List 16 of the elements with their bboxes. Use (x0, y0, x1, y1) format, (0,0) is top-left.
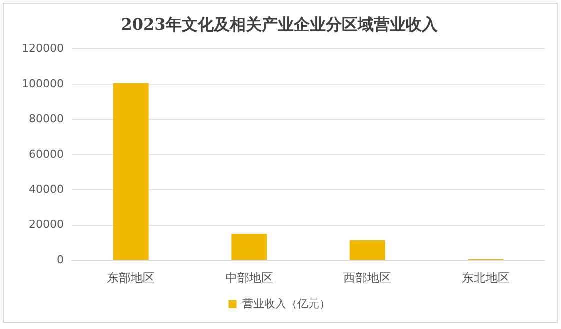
y-tick-label: 40000 (28, 182, 64, 196)
y-tick-label: 120000 (22, 42, 64, 56)
x-tick-label: 东北地区 (462, 270, 510, 285)
bar (113, 83, 149, 260)
y-tick-label: 60000 (28, 148, 64, 161)
x-tick-label: 中部地区 (225, 270, 274, 285)
y-tick-label: 20000 (28, 218, 64, 232)
bar (350, 240, 386, 260)
bar (232, 234, 268, 260)
y-tick-label: 80000 (28, 112, 64, 126)
x-tick-label: 东部地区 (107, 270, 156, 285)
x-tick-label: 西部地区 (344, 270, 392, 285)
chart-title: 2023年文化及相关产业企业分区域营业收入 (121, 14, 439, 34)
legend-label: 营业收入（亿元） (242, 297, 330, 310)
y-tick-label: 100000 (22, 77, 64, 90)
y-tick-label: 0 (56, 253, 64, 266)
